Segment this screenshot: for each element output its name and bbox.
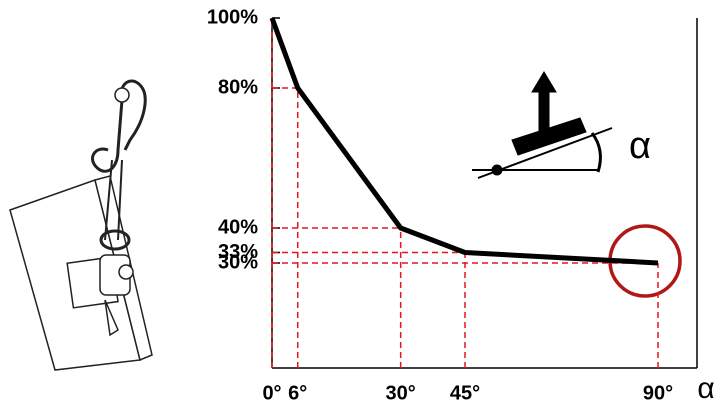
- x-tick-label: 0°: [262, 382, 281, 404]
- x-tick-label: 90°: [643, 382, 673, 404]
- data-line: [272, 18, 658, 263]
- x-tick-label: 6°: [288, 382, 307, 404]
- plot-frame: [272, 18, 697, 368]
- chart: α α 100%80%40%33%30%0°6°30°45°90°: [0, 0, 715, 413]
- y-tick-label: 80%: [218, 76, 258, 98]
- inset-label: α: [629, 125, 651, 167]
- x-axis-label: α: [697, 372, 714, 405]
- y-tick-label: 30%: [218, 251, 258, 273]
- y-tick-label: 100%: [207, 6, 258, 28]
- hook-illustration: [10, 81, 152, 370]
- x-tick-label: 45°: [450, 382, 480, 404]
- angle-inset: [472, 72, 612, 178]
- y-tick-label: 40%: [218, 216, 258, 238]
- x-tick-label: 30°: [386, 382, 416, 404]
